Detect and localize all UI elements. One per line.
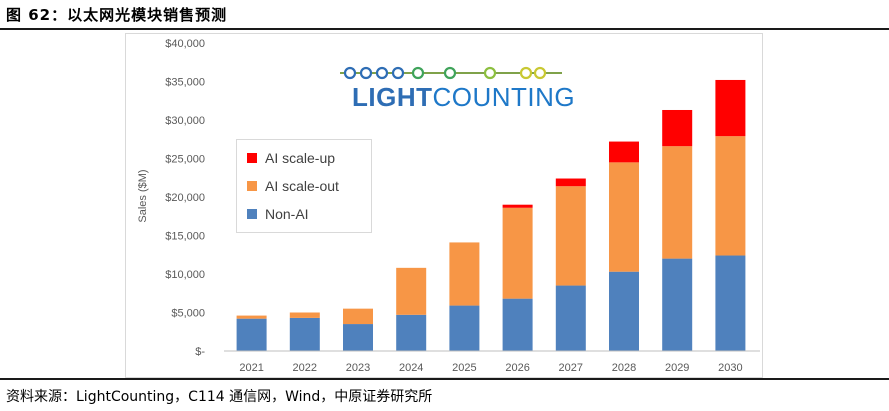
bar-segment-ai-scale-out-2028	[609, 162, 639, 272]
figure-title: 图 62：以太网光模块销售预测	[6, 6, 228, 24]
chart-legend: AI scale-up AI scale-out Non-AI	[236, 139, 372, 233]
x-tick-label: 2030	[718, 362, 742, 374]
x-tick-label: 2023	[346, 362, 370, 374]
chart-frame	[125, 33, 763, 378]
bar-segment-ai-scale-up-2030	[715, 79, 746, 137]
legend-label-scale-out: AI scale-out	[265, 178, 339, 194]
y-tick-label: $10,000	[165, 269, 205, 281]
bar-segment-ai-scale-up-2027	[555, 178, 586, 187]
legend-item-scale-up: AI scale-up	[247, 148, 335, 168]
x-tick-label: 2026	[505, 362, 529, 374]
logo-bead	[483, 66, 497, 80]
legend-swatch-non-ai	[247, 209, 257, 219]
bar-segment-non-ai-2025	[449, 305, 480, 351]
bar-segment-ai-scale-out-2029	[662, 146, 693, 259]
bar-segment-non-ai-2022	[289, 317, 320, 351]
y-tick-label: $25,000	[165, 154, 205, 166]
logo-bead	[359, 66, 373, 80]
logo-wordmark-counting: COUNTING	[432, 82, 576, 112]
source-note: 资料来源：LightCounting，C114 通信网，Wind，中原证券研究所	[6, 389, 433, 405]
bars-layer	[236, 79, 746, 351]
bar-segment-non-ai-2021	[236, 318, 267, 351]
logo-bead	[391, 66, 405, 80]
x-tick-label: 2028	[612, 362, 636, 374]
y-axis: $- $5,000 $10,000 $15,000 $20,000 $25,000 $30,…	[165, 38, 205, 358]
legend-item-scale-out: AI scale-out	[247, 176, 339, 196]
logo-bead	[533, 66, 547, 80]
bar-segment-non-ai-2026	[502, 298, 533, 351]
logo-bead	[411, 66, 425, 80]
bar-segment-ai-scale-out-2024	[396, 267, 427, 315]
logo-wordmark: LIGHTCOUNTING	[352, 82, 575, 113]
bar-segment-ai-scale-out-2025	[449, 242, 480, 306]
legend-swatch-scale-out	[247, 181, 257, 191]
bar-segment-ai-scale-out-2026	[502, 207, 533, 299]
x-axis: 2021 2022 2023 2024 2025 2026 2027 2028 2029 2030	[239, 362, 742, 374]
bar-segment-ai-scale-up-2029	[662, 109, 693, 147]
logo-bead	[519, 66, 533, 80]
x-tick-label: 2029	[665, 362, 689, 374]
x-tick-label: 2022	[293, 362, 317, 374]
y-tick-label: $30,000	[165, 115, 205, 127]
bar-segment-ai-scale-up-2028	[609, 141, 639, 163]
y-tick-label: $20,000	[165, 192, 205, 204]
logo-bead	[375, 66, 389, 80]
lightcounting-logo	[340, 62, 565, 112]
logo-bead-chain	[340, 66, 562, 80]
bar-segment-ai-scale-out-2023	[343, 308, 373, 325]
bar-segment-ai-scale-out-2021	[236, 315, 267, 319]
logo-wordmark-light: LIGHT	[352, 82, 433, 112]
legend-label-scale-up: AI scale-up	[265, 150, 336, 166]
y-tick-label: $5,000	[171, 308, 205, 320]
logo-bead	[343, 66, 357, 80]
x-tick-label: 2027	[559, 362, 583, 374]
legend-swatch-scale-up	[247, 153, 257, 163]
top-rule	[0, 28, 889, 30]
y-tick-label: $-	[195, 346, 205, 358]
y-tick-label: $15,000	[165, 231, 205, 243]
bar-segment-non-ai-2030	[715, 255, 746, 351]
bar-segment-non-ai-2024	[396, 314, 427, 351]
legend-item-non-ai: Non-AI	[247, 204, 309, 224]
bar-segment-ai-scale-up-2026	[502, 204, 533, 208]
bar-segment-ai-scale-out-2030	[715, 136, 746, 256]
x-tick-label: 2025	[452, 362, 476, 374]
x-tick-label: 2024	[399, 362, 423, 374]
x-tick-label: 2021	[239, 362, 263, 374]
logo-bead	[443, 66, 457, 80]
y-tick-label: $35,000	[165, 77, 205, 89]
y-tick-label: $40,000	[165, 38, 205, 50]
legend-label-non-ai: Non-AI	[265, 206, 309, 222]
bar-segment-ai-scale-out-2027	[555, 186, 586, 286]
y-axis-label: Sales ($M)	[137, 169, 149, 222]
bar-segment-non-ai-2028	[609, 271, 639, 351]
bar-segment-ai-scale-out-2022	[289, 312, 320, 318]
bottom-rule	[0, 378, 889, 380]
bar-segment-non-ai-2023	[343, 324, 373, 351]
bar-segment-non-ai-2029	[662, 258, 693, 351]
bar-segment-non-ai-2027	[555, 285, 586, 351]
